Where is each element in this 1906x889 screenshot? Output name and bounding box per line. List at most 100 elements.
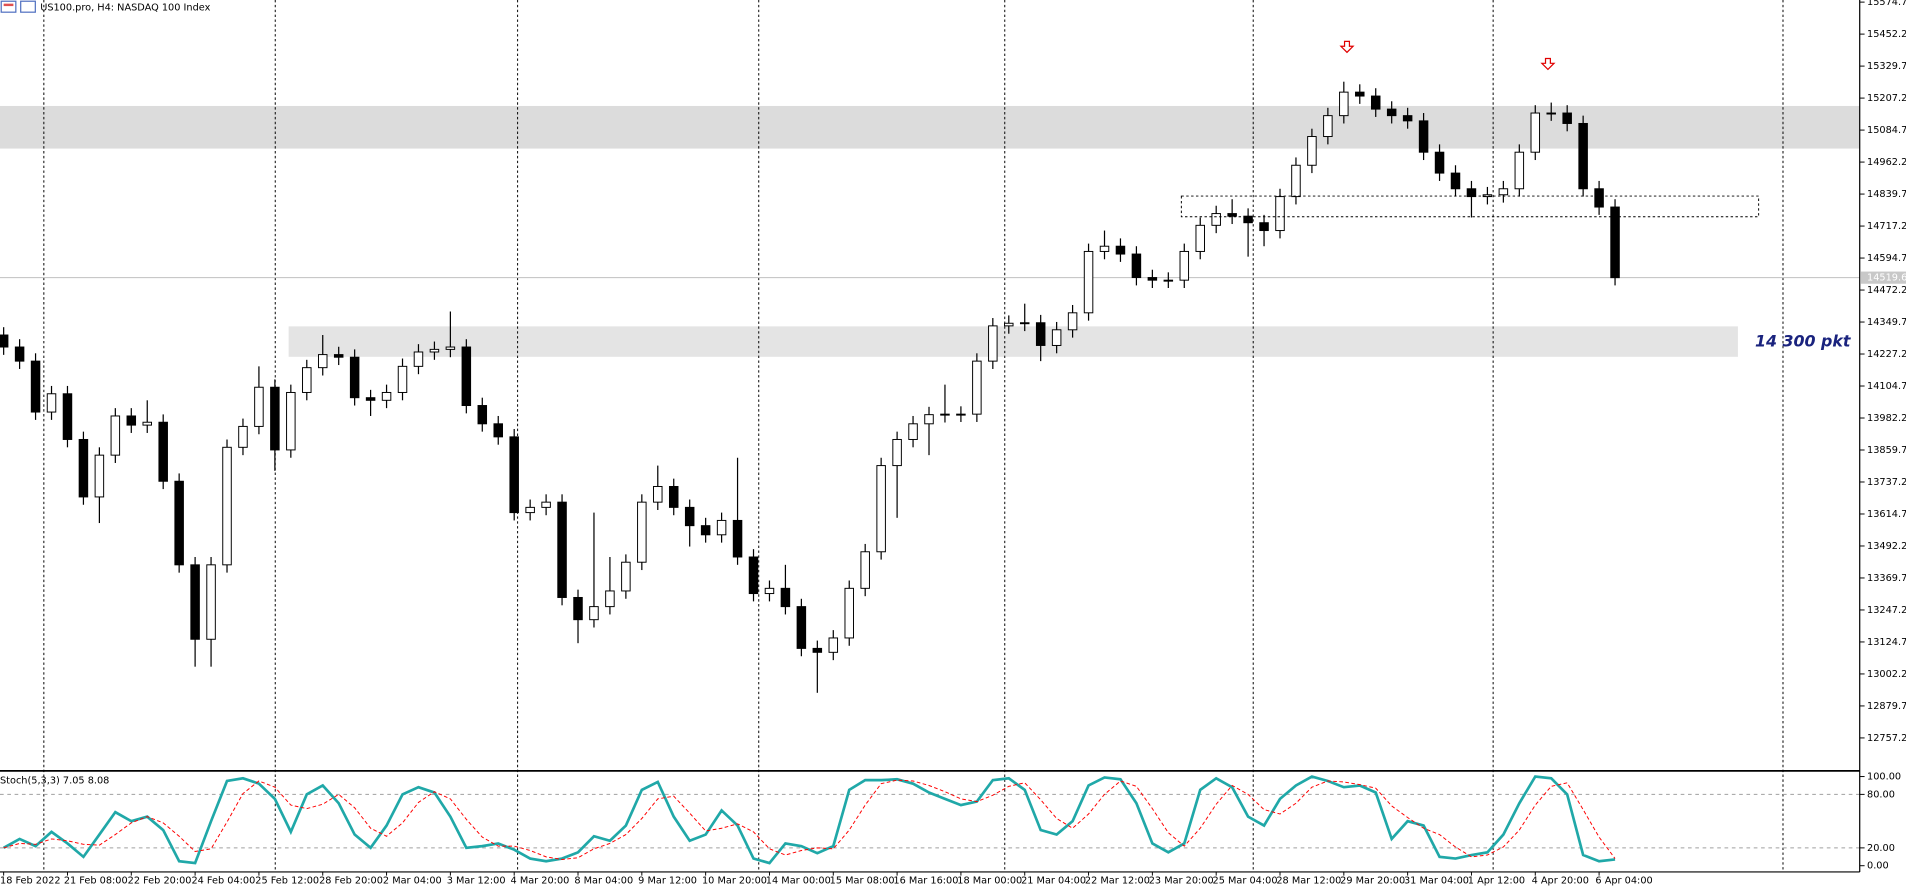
candle-body	[557, 501, 567, 598]
candle-body	[397, 365, 408, 393]
candle-body	[142, 421, 152, 426]
x-tick-label: 31 Mar 04:00	[1404, 875, 1469, 886]
y-tick-label: 12879.7	[1867, 701, 1906, 712]
y-tick-label: 14839.7	[1867, 189, 1906, 200]
candle-body	[1099, 245, 1110, 252]
candle-body	[94, 454, 105, 498]
x-tick-label: 10 Mar 20:00	[702, 875, 767, 886]
last-price-box	[1860, 271, 1906, 284]
candle-body	[461, 346, 472, 407]
candle-body	[1179, 250, 1190, 281]
candle-body	[1195, 224, 1205, 252]
candle-body	[1323, 115, 1333, 138]
x-tick-label: 25 Feb 12:00	[255, 875, 319, 886]
candle-body	[573, 596, 583, 621]
candle-body	[1498, 188, 1509, 196]
candle-body	[1163, 279, 1174, 282]
candle-body	[158, 421, 168, 482]
candle-body	[1259, 222, 1269, 232]
x-tick-label: 18 Feb 2022	[0, 875, 61, 886]
candle-body	[589, 606, 599, 621]
candle-body	[206, 564, 216, 640]
candle-body	[892, 438, 902, 467]
candle-body	[796, 606, 807, 649]
candle-body	[716, 519, 727, 536]
candle-body	[1004, 322, 1014, 327]
y-tick-label: 100.00	[1867, 772, 1901, 783]
x-tick-label: 3 Mar 12:00	[447, 875, 506, 886]
annotation: 14 300 pkt	[1755, 332, 1852, 351]
x-tick-label: 15 Mar 08:00	[830, 875, 895, 886]
x-tick-label: 4 Mar 20:00	[511, 875, 570, 886]
y-tick-label: 13124.7	[1867, 637, 1906, 648]
candle-body	[302, 367, 312, 393]
y-tick-label: 15207.2	[1867, 93, 1906, 104]
candle-body	[1083, 250, 1094, 314]
candle-body	[684, 506, 695, 527]
candle-body	[637, 501, 647, 563]
candle-body	[525, 506, 535, 514]
y-tick-label: 15452.2	[1867, 29, 1906, 40]
y-tick-label: 13737.2	[1867, 477, 1906, 488]
candle-body	[956, 413, 966, 416]
candle-body	[286, 391, 296, 451]
arrow-down	[1540, 57, 1556, 71]
y-tick-label: 13982.2	[1867, 413, 1906, 424]
candle-body	[621, 561, 631, 592]
candle-body	[0, 334, 9, 348]
x-tick-label: 22 Feb 20:00	[128, 875, 192, 886]
support-zone	[288, 326, 1738, 357]
candle-body	[1530, 112, 1541, 153]
x-tick-label: 21 Mar 04:00	[1021, 875, 1086, 886]
y-tick-label: 80.00	[1867, 789, 1895, 800]
candle-body	[860, 551, 870, 589]
plot	[0, 81, 1860, 865]
y-tick-label: 13002.2	[1867, 669, 1906, 680]
candle-body	[238, 425, 248, 448]
candle-body	[509, 436, 519, 514]
candle-body	[876, 465, 886, 553]
candle-body	[46, 393, 57, 413]
candle-body	[1275, 196, 1285, 232]
candle-body	[477, 405, 488, 425]
x-tick-label: 21 Feb 08:00	[64, 875, 128, 886]
y-tick-label: 13492.2	[1867, 541, 1906, 552]
period-separators	[43, 0, 1784, 872]
icon	[0, 0, 17, 13]
candle-body	[700, 525, 711, 536]
icon	[20, 0, 36, 13]
candle-body	[1418, 120, 1429, 153]
y-tick-label: 14104.7	[1867, 381, 1906, 392]
candle-body	[972, 360, 982, 415]
candle-body	[605, 590, 615, 608]
candle-body	[30, 360, 41, 413]
x-tick-label: 24 Feb 04:00	[191, 875, 255, 886]
x-tick-label: 28 Mar 12:00	[1276, 875, 1341, 886]
candle-body	[1355, 91, 1365, 97]
x-tick-label: 4 Apr 20:00	[1532, 875, 1589, 886]
candle-body	[349, 356, 360, 399]
candle-body	[812, 647, 823, 653]
candle-body	[1067, 312, 1078, 331]
candle-body	[668, 485, 679, 508]
x-tick-label: 14 Mar 00:00	[766, 875, 831, 886]
x-tick-label: 1 Apr 12:00	[1468, 875, 1525, 886]
candle-body	[429, 348, 440, 353]
y-tick-label: 14717.2	[1867, 221, 1906, 232]
arrow-down	[1339, 40, 1355, 54]
candle-body	[940, 413, 950, 416]
candle-body	[317, 354, 328, 369]
candle-body	[653, 485, 663, 503]
candle-body	[1035, 322, 1046, 346]
candle-body	[748, 556, 759, 595]
candle-body	[333, 354, 344, 358]
candle-body	[732, 519, 743, 558]
y-tick-label: 14227.2	[1867, 349, 1906, 360]
candle-body	[780, 587, 791, 608]
candle-body	[1546, 112, 1556, 115]
chart-title: US100.pro, H4: NASDAQ 100 Index	[40, 2, 210, 13]
y-tick-label: 15329.7	[1867, 61, 1906, 72]
candle-body	[1466, 188, 1477, 198]
